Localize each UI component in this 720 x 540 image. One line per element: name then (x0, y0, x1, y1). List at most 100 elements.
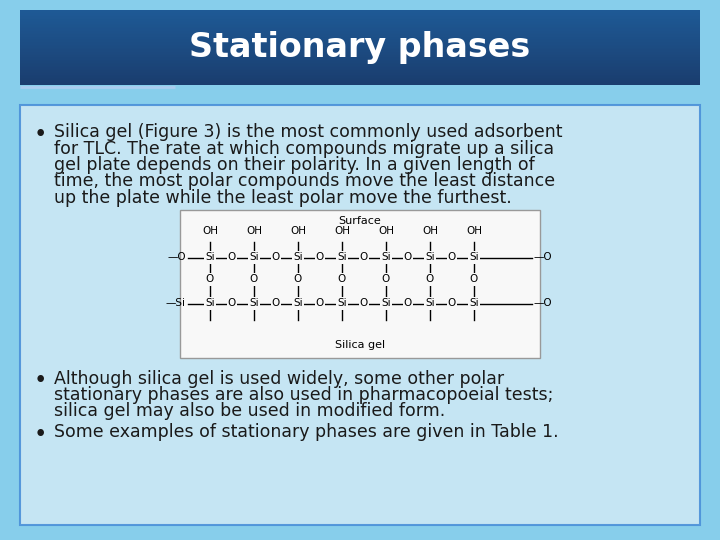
Bar (20, 11, 700, 13)
Bar (20, 51, 700, 53)
Bar (20, 47, 700, 49)
Text: O: O (228, 253, 236, 262)
Text: Si: Si (249, 253, 258, 262)
Bar (20, 37, 700, 38)
Bar (20, 23, 700, 25)
Bar (20, 82, 700, 84)
Text: O: O (426, 274, 434, 285)
Bar (20, 18, 700, 21)
Bar (20, 77, 700, 79)
Bar (20, 57, 700, 59)
Text: •: • (34, 123, 48, 146)
Text: time, the most polar compounds move the least distance: time, the most polar compounds move the … (54, 172, 555, 191)
Text: —O: —O (167, 253, 186, 262)
Text: O: O (448, 299, 456, 308)
Bar (20, 30, 700, 32)
Bar (20, 62, 700, 64)
Bar (20, 72, 700, 75)
Bar (20, 17, 700, 19)
Text: OH: OH (290, 226, 306, 235)
Bar (20, 68, 700, 70)
Text: Si: Si (293, 299, 303, 308)
Text: •: • (34, 423, 48, 446)
Bar (20, 59, 700, 61)
Text: Silica gel (Figure 3) is the most commonly used adsorbent: Silica gel (Figure 3) is the most common… (54, 123, 562, 141)
Bar (20, 29, 700, 31)
Text: Si: Si (426, 299, 435, 308)
Bar (20, 26, 700, 28)
Bar (20, 56, 700, 58)
Bar (20, 24, 700, 26)
Bar (20, 28, 700, 30)
Bar (20, 39, 700, 42)
Text: —O: —O (534, 299, 553, 308)
Text: O: O (338, 274, 346, 285)
Text: Surface: Surface (338, 215, 382, 226)
Text: O: O (272, 253, 280, 262)
Text: O: O (360, 299, 368, 308)
Text: O: O (228, 299, 236, 308)
Text: Si: Si (381, 299, 391, 308)
Text: gel plate depends on their polarity. In a given length of: gel plate depends on their polarity. In … (54, 156, 535, 174)
Text: Some examples of stationary phases are given in Table 1.: Some examples of stationary phases are g… (54, 423, 559, 441)
Text: Si: Si (337, 253, 347, 262)
Bar (20, 22, 700, 24)
Text: O: O (448, 253, 456, 262)
Bar (20, 38, 700, 40)
Bar (20, 80, 700, 82)
Text: O: O (316, 299, 324, 308)
Text: Stationary phases: Stationary phases (189, 31, 531, 64)
Bar (20, 65, 700, 67)
Bar (20, 44, 700, 46)
Bar (20, 50, 700, 52)
Text: O: O (316, 253, 324, 262)
Bar (20, 16, 700, 17)
Bar (20, 10, 700, 11)
Text: Silica gel: Silica gel (335, 340, 385, 349)
Text: OH: OH (246, 226, 262, 235)
Text: O: O (360, 253, 368, 262)
FancyBboxPatch shape (180, 210, 540, 357)
Text: O: O (382, 274, 390, 285)
Bar (20, 45, 700, 48)
Text: Although silica gel is used widely, some other polar: Although silica gel is used widely, some… (54, 369, 504, 388)
Text: OH: OH (202, 226, 218, 235)
Text: O: O (404, 253, 412, 262)
Bar (20, 33, 700, 36)
Text: OH: OH (466, 226, 482, 235)
Bar (20, 83, 700, 85)
Text: OH: OH (422, 226, 438, 235)
Text: for TLC. The rate at which compounds migrate up a silica: for TLC. The rate at which compounds mig… (54, 139, 554, 158)
Text: O: O (470, 274, 478, 285)
Bar (20, 70, 700, 71)
Text: OH: OH (378, 226, 394, 235)
Bar (20, 41, 700, 43)
Text: silica gel may also be used in modified form.: silica gel may also be used in modified … (54, 402, 445, 421)
Text: Si: Si (426, 253, 435, 262)
Bar (20, 53, 700, 55)
Bar (20, 78, 700, 80)
Text: Si: Si (381, 253, 391, 262)
Bar (20, 64, 700, 65)
Bar (20, 32, 700, 34)
Text: O: O (404, 299, 412, 308)
Bar (20, 14, 700, 16)
Bar (20, 76, 700, 78)
Text: OH: OH (334, 226, 350, 235)
Bar (20, 49, 700, 51)
Bar (20, 66, 700, 69)
Text: O: O (294, 274, 302, 285)
Text: Si: Si (205, 253, 215, 262)
Text: •: • (34, 369, 48, 393)
Bar (20, 43, 700, 44)
Text: Si: Si (249, 299, 258, 308)
Text: —O: —O (534, 253, 553, 262)
Bar (20, 74, 700, 76)
Text: Si: Si (205, 299, 215, 308)
Bar (20, 60, 700, 63)
Text: O: O (272, 299, 280, 308)
Bar (20, 35, 700, 37)
Bar (20, 55, 700, 57)
Text: O: O (250, 274, 258, 285)
Bar (20, 71, 700, 73)
